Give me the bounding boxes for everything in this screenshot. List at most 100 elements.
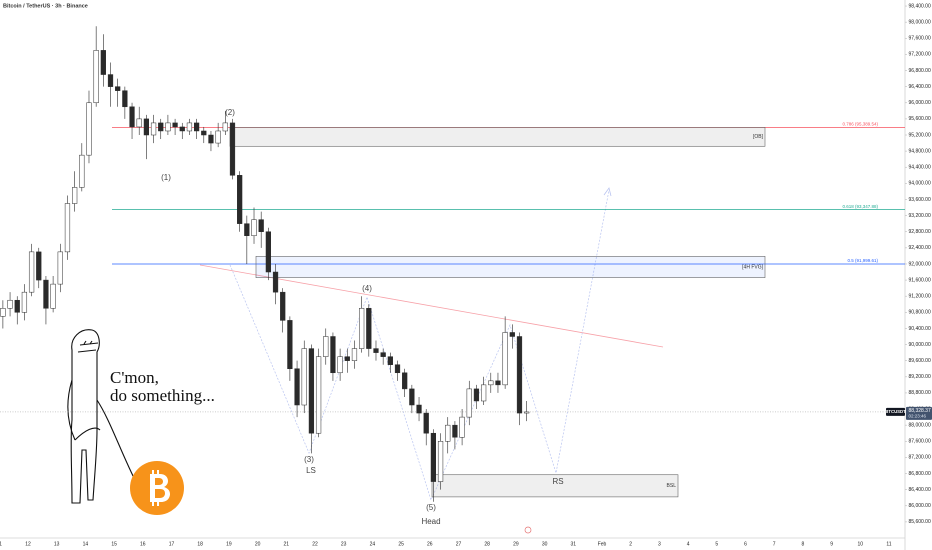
candle-body [359, 308, 365, 349]
candle-body [115, 86, 121, 91]
candle-body [466, 388, 472, 418]
candle-body [21, 291, 28, 313]
candle-body [229, 122, 236, 176]
candle-body [280, 291, 286, 321]
x-tick-label: 2 [629, 541, 632, 547]
candle-body [516, 336, 523, 414]
zone [255, 256, 766, 278]
candle-body [387, 356, 393, 365]
candle-body [79, 154, 85, 188]
y-tick-label: 87,600.00 [909, 439, 931, 445]
y-tick-label: 96,400.00 [909, 84, 931, 90]
y-tick-label: 92,400.00 [909, 245, 931, 251]
zone-label: BSL [667, 483, 677, 489]
stickman [67, 329, 136, 504]
price-label: 88,328.37 [909, 408, 931, 414]
candle-body [172, 122, 178, 128]
x-tick-label: Feb [598, 541, 607, 547]
candle-body [366, 308, 372, 349]
candle-body [394, 364, 401, 374]
zone-label: [OB] [753, 134, 764, 140]
y-tick-label: 96,000.00 [909, 100, 931, 106]
y-tick-label: 89,200.00 [909, 374, 931, 380]
fib-label: 0.5 (91,999.61) [847, 258, 878, 263]
y-tick-label: 98,400.00 [909, 3, 931, 9]
candle-body [315, 356, 322, 434]
symbol-label: BTCUSDT [885, 409, 906, 414]
y-tick-label: 90,000.00 [909, 342, 931, 348]
candle-body [480, 384, 487, 402]
y-tick-label: 86,000.00 [909, 503, 931, 509]
x-tick-label: 20 [255, 541, 261, 547]
y-tick-label: 96,800.00 [909, 68, 931, 74]
y-tick-label: 94,800.00 [909, 148, 931, 154]
x-tick-label: 23 [341, 541, 347, 547]
candle-body [50, 283, 56, 309]
chart-title: Bitcoin / TetherUS · 3h · Binance [3, 3, 88, 9]
candle-body [509, 332, 515, 337]
x-tick-label: 25 [398, 541, 404, 547]
zone-label: [4H FVG] [742, 264, 763, 270]
candle-body [294, 368, 300, 406]
x-tick-label: 6 [744, 541, 747, 547]
candle-body [473, 388, 480, 402]
candle-body [337, 356, 343, 374]
candle-body [57, 251, 63, 285]
wave-label: (4) [362, 284, 372, 293]
x-tick-label: 21 [284, 541, 290, 547]
candle-body [502, 332, 508, 386]
x-tick-label: 11 [886, 541, 891, 547]
projection-arrow [603, 187, 612, 197]
candle-body [158, 122, 164, 132]
x-tick-label: 17 [169, 541, 175, 547]
candle-body [215, 130, 221, 144]
y-tick-label: 94,400.00 [909, 165, 931, 171]
x-tick-label: 9 [830, 541, 833, 547]
y-tick-label: 88,000.00 [909, 422, 931, 428]
candle-body [445, 424, 451, 442]
x-tick-label: 14 [83, 541, 89, 547]
candle-body [64, 203, 71, 253]
projection-path [229, 189, 610, 501]
candle-body [323, 336, 329, 357]
x-tick-label: 15 [111, 541, 117, 547]
candle-body [186, 122, 193, 132]
x-tick-label: 8 [802, 541, 805, 547]
y-tick-label: 86,800.00 [909, 471, 931, 477]
wave-label: (5) [426, 503, 436, 512]
y-tick-label: 91,200.00 [909, 294, 931, 300]
speech-text: C'mon, [110, 368, 159, 387]
candle-body [86, 102, 92, 156]
y-tick-label: 92,000.00 [909, 261, 931, 267]
y-tick-label: 97,600.00 [909, 36, 931, 42]
candle-body [179, 126, 185, 132]
candle-body [28, 251, 35, 293]
candle-body [100, 50, 106, 75]
candle-body [287, 320, 293, 369]
wave-label: (2) [225, 108, 235, 117]
candle-body [402, 372, 408, 390]
x-tick-label: 16 [140, 541, 146, 547]
candle-body [244, 223, 250, 237]
candle-body [524, 411, 530, 414]
x-tick-label: 27 [456, 541, 462, 547]
candle-body [193, 122, 200, 132]
fib-label: 0.786 (95,389.54) [842, 122, 878, 127]
x-tick-label: 4 [687, 541, 690, 547]
x-tick-label: 22 [312, 541, 318, 547]
candle-body [222, 122, 228, 132]
candle-body [344, 356, 350, 361]
wave-label: (1) [161, 173, 171, 182]
candle-body [308, 348, 315, 434]
candle-body [459, 416, 465, 438]
candle-body [430, 432, 437, 482]
y-tick-label: 95,200.00 [909, 132, 931, 138]
wave-label: RS [552, 477, 563, 486]
candle-body [488, 380, 494, 386]
candle-body [150, 122, 157, 136]
y-tick-label: 92,800.00 [909, 229, 931, 235]
y-tick-label: 90,400.00 [909, 326, 931, 332]
y-tick-label: 95,600.00 [909, 116, 931, 122]
candle-body [409, 388, 415, 406]
